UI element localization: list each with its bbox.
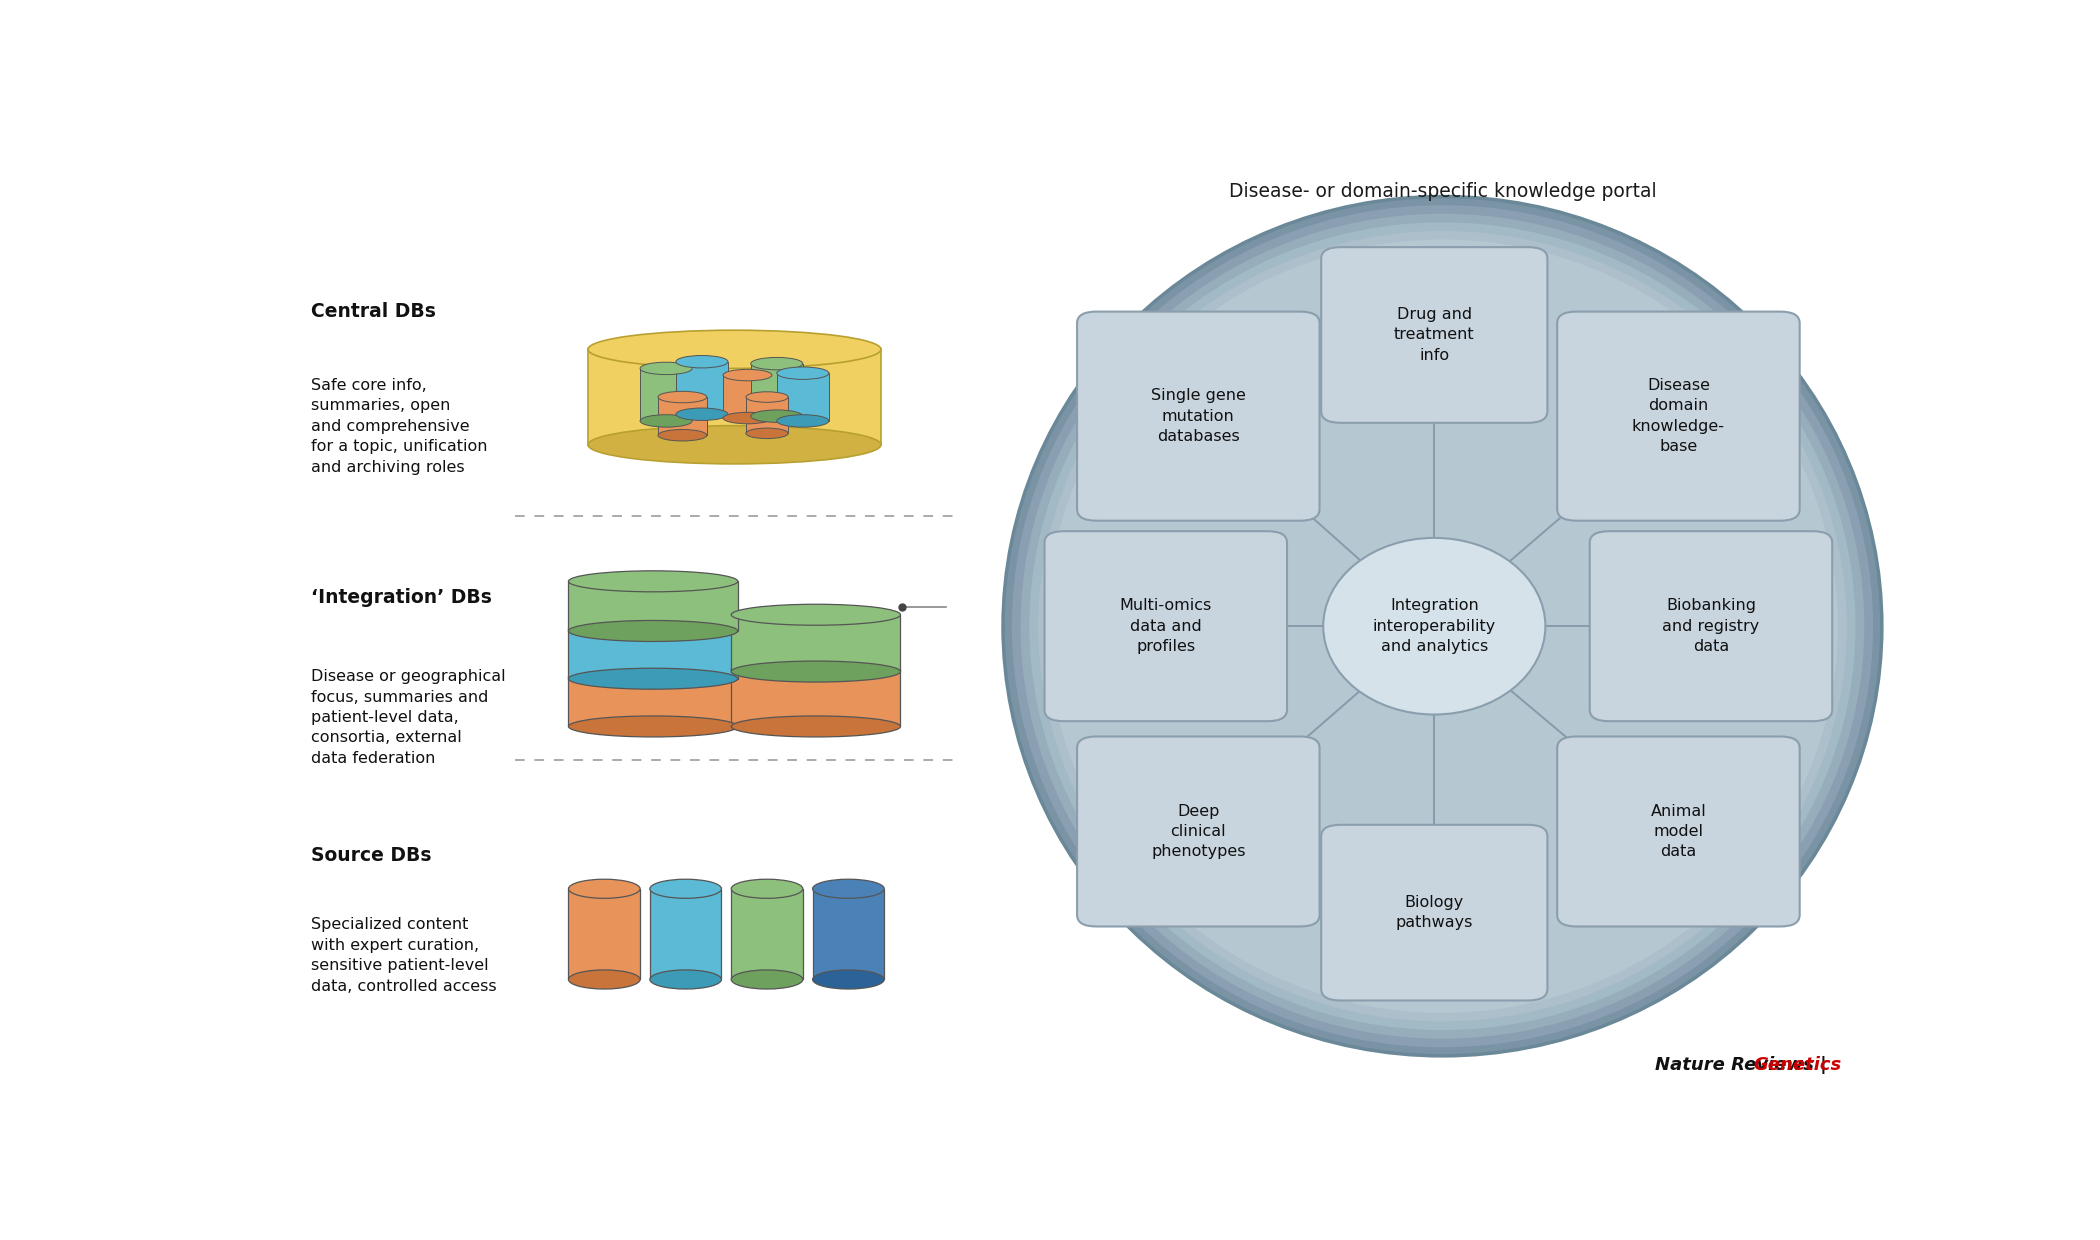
Text: Nature Reviews |: Nature Reviews | [1655, 1056, 1833, 1074]
Text: Single gene
mutation
databases: Single gene mutation databases [1151, 388, 1245, 444]
FancyBboxPatch shape [1558, 311, 1800, 521]
Ellipse shape [569, 970, 640, 990]
Ellipse shape [588, 425, 882, 464]
Ellipse shape [722, 413, 773, 424]
FancyBboxPatch shape [1077, 737, 1319, 926]
Ellipse shape [1323, 538, 1546, 714]
Bar [569, 629, 737, 678]
Bar [640, 368, 693, 420]
Ellipse shape [731, 970, 802, 990]
Bar [569, 889, 640, 980]
Ellipse shape [746, 392, 788, 402]
FancyBboxPatch shape [1044, 531, 1287, 722]
Ellipse shape [1048, 239, 1838, 1013]
Ellipse shape [569, 668, 737, 689]
Ellipse shape [731, 604, 901, 625]
Ellipse shape [676, 356, 729, 368]
Ellipse shape [649, 970, 722, 990]
Ellipse shape [731, 661, 901, 682]
FancyBboxPatch shape [1558, 737, 1800, 926]
Bar [588, 350, 882, 445]
Ellipse shape [569, 715, 737, 737]
Ellipse shape [649, 879, 722, 898]
Ellipse shape [731, 660, 901, 681]
Ellipse shape [657, 392, 708, 403]
Bar [752, 363, 802, 417]
Ellipse shape [1037, 231, 1846, 1022]
Ellipse shape [813, 970, 884, 990]
Text: Disease
domain
knowledge-
base: Disease domain knowledge- base [1632, 378, 1724, 454]
Text: Multi-omics
data and
profiles: Multi-omics data and profiles [1119, 599, 1212, 655]
Ellipse shape [731, 715, 901, 737]
Bar [731, 615, 901, 672]
Ellipse shape [1029, 222, 1856, 1030]
Ellipse shape [752, 410, 802, 423]
Text: Drug and
treatment
info: Drug and treatment info [1394, 308, 1474, 363]
Text: Integration
interoperability
and analytics: Integration interoperability and analyti… [1373, 599, 1495, 655]
Ellipse shape [569, 619, 737, 640]
Ellipse shape [569, 879, 640, 898]
Ellipse shape [1012, 205, 1873, 1048]
Bar [731, 889, 802, 980]
Ellipse shape [1021, 213, 1865, 1039]
Ellipse shape [569, 666, 737, 687]
Bar [746, 397, 788, 433]
Text: Source DBs: Source DBs [311, 846, 433, 864]
Text: Genetics: Genetics [1754, 1056, 1842, 1074]
Ellipse shape [657, 429, 708, 441]
Bar [777, 373, 830, 420]
FancyBboxPatch shape [1321, 247, 1548, 423]
Ellipse shape [640, 414, 693, 427]
Ellipse shape [588, 330, 882, 368]
Bar [731, 670, 901, 727]
Text: Central DBs: Central DBs [311, 301, 437, 321]
Ellipse shape [676, 408, 729, 420]
Ellipse shape [813, 879, 884, 898]
Ellipse shape [640, 362, 693, 374]
FancyBboxPatch shape [1321, 825, 1548, 1001]
Ellipse shape [746, 428, 788, 439]
Bar [569, 582, 737, 631]
Text: Disease or geographical
focus, summaries and
patient-level data,
consortia, exte: Disease or geographical focus, summaries… [311, 670, 506, 766]
Text: Disease- or domain-specific knowledge portal: Disease- or domain-specific knowledge po… [1228, 182, 1657, 201]
Text: Deep
clinical
phenotypes: Deep clinical phenotypes [1151, 804, 1245, 859]
Bar [649, 889, 722, 980]
Ellipse shape [731, 879, 802, 898]
Text: Biobanking
and registry
data: Biobanking and registry data [1663, 599, 1760, 655]
Bar [569, 677, 737, 727]
Ellipse shape [722, 370, 773, 381]
Ellipse shape [1004, 196, 1882, 1056]
Text: Animal
model
data: Animal model data [1651, 804, 1707, 859]
Ellipse shape [569, 570, 737, 591]
Bar [676, 362, 729, 414]
Ellipse shape [777, 367, 830, 379]
Ellipse shape [569, 620, 737, 641]
Ellipse shape [752, 357, 802, 370]
Ellipse shape [777, 414, 830, 427]
Bar [813, 889, 884, 980]
FancyBboxPatch shape [1077, 311, 1319, 521]
Bar [722, 374, 773, 418]
Text: Safe core info,
summaries, open
and comprehensive
for a topic, unification
and a: Safe core info, summaries, open and comp… [311, 378, 487, 475]
FancyBboxPatch shape [1590, 531, 1831, 722]
Text: Biology
pathways: Biology pathways [1396, 895, 1472, 930]
Text: ‘Integration’ DBs: ‘Integration’ DBs [311, 588, 491, 608]
Bar [657, 397, 708, 435]
Text: Specialized content
with expert curation,
sensitive patient-level
data, controll: Specialized content with expert curation… [311, 918, 498, 993]
